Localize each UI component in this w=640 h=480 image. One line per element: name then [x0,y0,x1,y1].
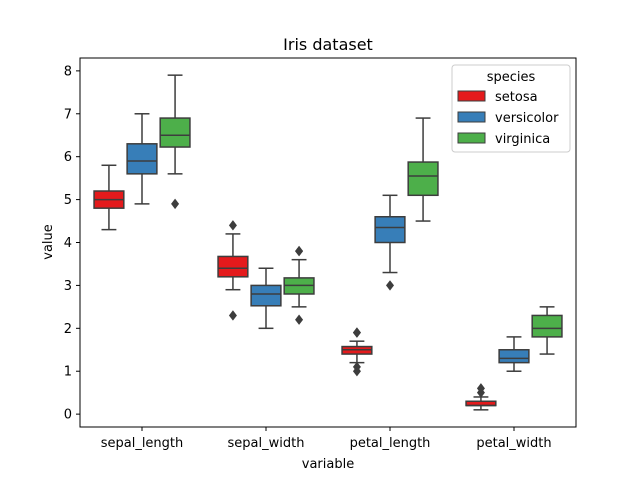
y-tick-label: 4 [64,236,72,251]
outlier-point [476,383,485,394]
box-body [531,314,563,338]
box-body [217,255,249,278]
box-versicolor-petal_width [498,336,530,372]
y-tick-label: 7 [64,107,72,122]
x-tick-label: petal_width [476,436,551,451]
box-body [374,216,406,244]
box-versicolor-sepal_width [250,267,282,330]
y-tick-label: 8 [64,64,72,79]
box-setosa-sepal_width [217,220,249,321]
outlier-point [171,198,180,210]
box-versicolor-petal_length [374,194,406,291]
legend-label-versicolor: versicolor [495,111,559,126]
outlier-point [295,245,304,257]
box-body [159,117,191,148]
y-tick-label: 0 [64,408,72,423]
legend-title: species [487,70,536,85]
box-virginica-petal_length [407,117,439,222]
box-virginica-sepal_length [159,74,191,210]
box-body [498,349,530,364]
outlier-point [228,220,237,231]
y-tick-label: 3 [64,279,72,294]
x-tick-label: petal_length [350,436,431,451]
y-tick-label: 2 [64,322,72,337]
outlier-point [352,361,361,373]
outlier-point [295,314,304,325]
y-tick-label: 1 [64,365,72,380]
box-virginica-sepal_width [283,245,315,325]
legend-label-virginica: virginica [495,132,550,147]
box-body [407,161,439,197]
box-body [126,143,158,175]
outlier-point [352,327,361,338]
box-setosa-petal_width [465,383,497,411]
x-axis-label: variable [302,457,354,472]
box-setosa-petal_length [341,327,373,377]
x-tick-label: sepal_length [101,436,184,451]
legend-swatch-setosa [457,90,486,102]
legend-label-setosa: setosa [495,90,538,105]
outlier-point [228,310,237,321]
box-setosa-sepal_length [93,164,125,231]
box-virginica-petal_width [531,306,563,355]
y-tick-label: 5 [64,193,72,208]
box-versicolor-sepal_length [126,113,158,205]
y-axis-label: value [41,224,56,260]
y-tick-label: 6 [64,150,72,165]
box-body [250,284,282,307]
legend-swatch-versicolor [457,111,486,123]
plot-area: 0 1 2 3 4 5 6 7 8 sepal_length sepal_width petal_le… [64,57,577,451]
x-tick-label: sepal_width [228,436,305,451]
legend: species setosa versicolor virginica [451,64,571,153]
plot-frame [79,57,577,428]
outlier-point [386,280,394,291]
legend-box [451,64,571,153]
chart-title: Iris dataset [283,35,373,54]
legend-swatch-virginica [457,132,486,144]
